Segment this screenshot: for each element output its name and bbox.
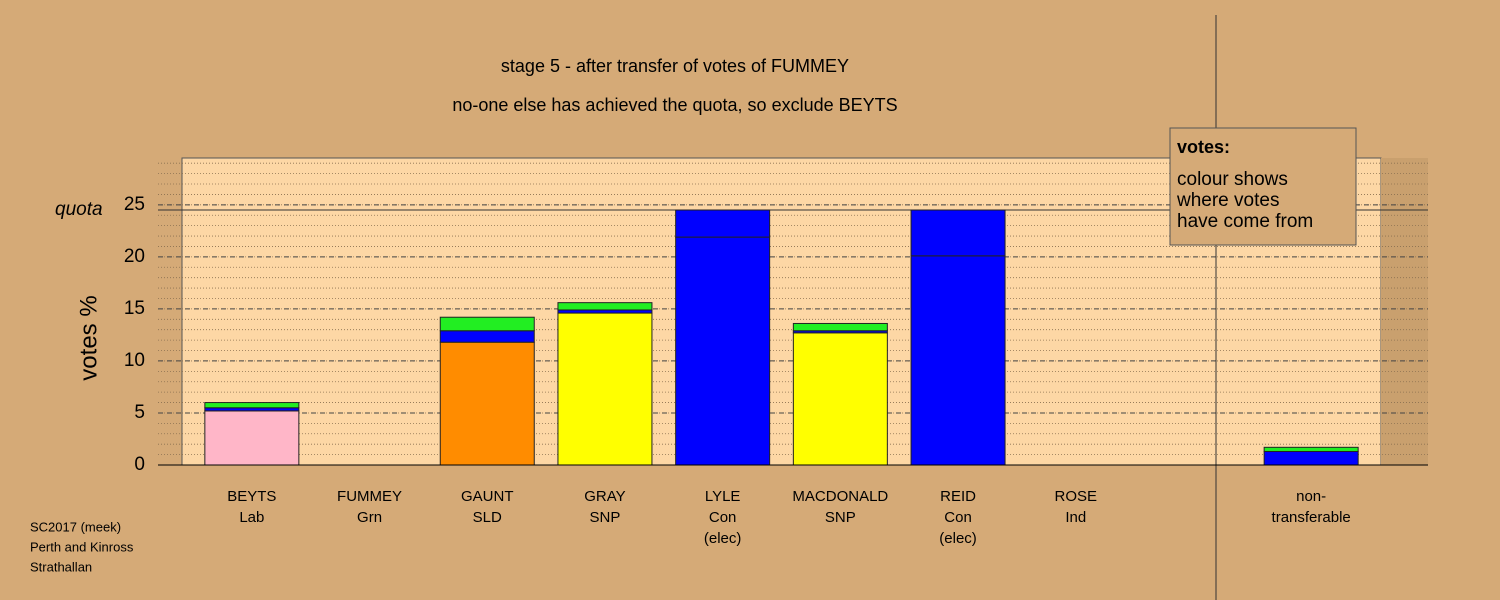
x-tick-label: BEYTS [227,488,276,505]
bar-segment [557,312,653,466]
x-tick-label: SLD [473,509,502,526]
x-tick-label: Con [944,509,972,526]
bar-segment [1263,446,1359,452]
x-tick-label: Grn [357,509,382,526]
x-tick-label: non- [1296,488,1326,505]
x-tick-label: REID [940,488,976,505]
plot-margin [1381,158,1428,465]
bar-segment [792,332,888,466]
bar-segment [675,209,771,238]
bar-segment [1263,450,1359,466]
footer: SC2017 (meek) [30,519,121,534]
footer: Perth and Kinross [30,539,134,554]
y-tick-label: 5 [134,402,145,423]
x-tick-label: ROSE [1054,488,1097,505]
y-tick-label: 25 [124,194,145,215]
y-tick-label: 10 [124,350,145,371]
x-tick-label: (elec) [704,530,742,547]
x-tick-label: GRAY [584,488,625,505]
legend-title: votes: [1177,137,1230,157]
bar-segment [910,255,1006,466]
x-tick-label: transferable [1272,509,1351,526]
x-tick-label: SNP [825,509,856,526]
bar-segment [204,402,300,409]
bar-segment [439,341,535,466]
x-tick-label: Con [709,509,737,526]
x-tick-label: FUMMEY [337,488,402,505]
bar-segment [792,322,888,332]
y-tick-label: 0 [134,454,145,475]
y-axis-label: votes % [75,295,102,380]
x-tick-label: MACDONALD [792,488,888,505]
bar-segment [204,410,300,466]
legend-text: have come from [1177,211,1313,232]
footer: Strathallan [30,559,92,574]
y-tick-label: 15 [124,298,145,319]
bar-segment [910,209,1006,257]
legend-text: where votes [1176,190,1279,211]
x-tick-label: LYLE [705,488,741,505]
chart-subtitle: no-one else has achieved the quota, so e… [452,95,897,115]
y-tick-label: 20 [124,246,145,267]
legend-text: colour shows [1177,169,1288,190]
x-tick-label: GAUNT [461,488,514,505]
bar-segment [439,330,535,343]
x-tick-label: SNP [590,509,621,526]
chart-title: stage 5 - after transfer of votes of FUM… [501,56,849,76]
legend-box [1169,127,1357,246]
quota-label: quota [55,199,103,220]
bar-segment [675,236,771,466]
bar-segment [439,316,535,332]
bar-segment [557,302,653,311]
x-tick-label: Ind [1065,509,1086,526]
x-tick-label: Lab [239,509,264,526]
x-tick-label: (elec) [939,530,977,547]
